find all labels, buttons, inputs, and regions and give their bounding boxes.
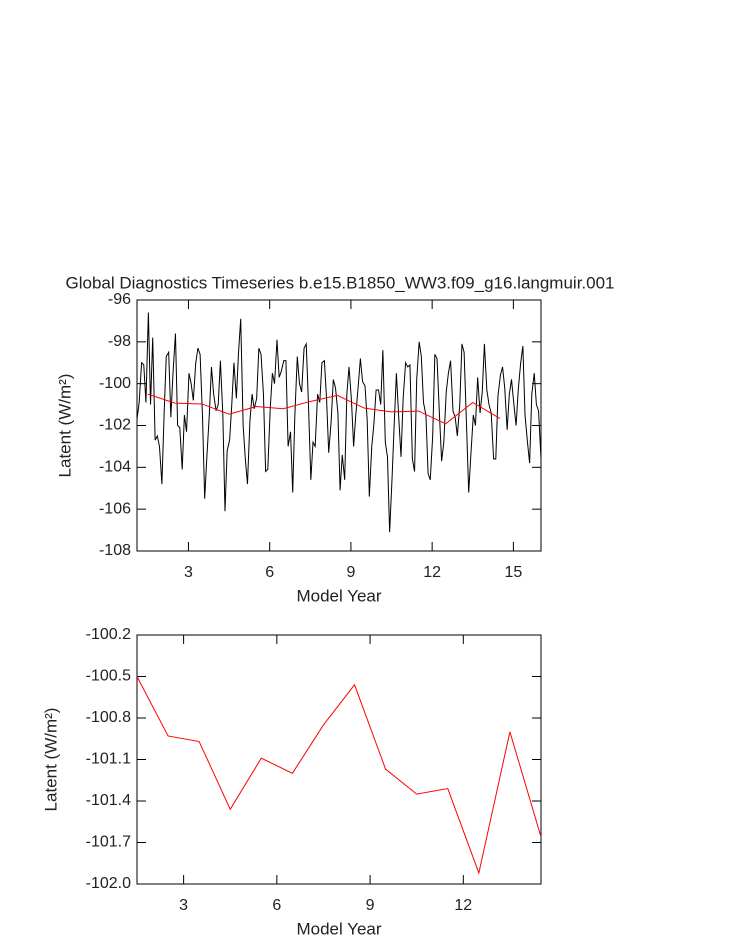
y-tick-label: -102 <box>99 417 131 434</box>
y-tick-label: -106 <box>99 500 131 517</box>
plot-frame <box>136 634 542 885</box>
y-tick-label: -101.7 <box>86 834 131 851</box>
x-tick-label: 6 <box>272 897 281 914</box>
y-axis-label: Latent (W/m²) <box>55 374 74 478</box>
y-tick-label: -100.5 <box>86 668 131 685</box>
y-tick-label: -108 <box>99 542 131 559</box>
x-tick-label: 15 <box>504 564 522 581</box>
y-tick-label: -101.4 <box>86 792 131 809</box>
data-line <box>136 676 542 875</box>
y-tick-label: -100 <box>99 375 131 392</box>
x-tick-label: 12 <box>454 897 472 914</box>
y-tick-label: -96 <box>108 291 131 308</box>
y-tick-label: -98 <box>108 333 131 350</box>
y-tick-label: -102.0 <box>86 875 131 892</box>
plot-frame <box>136 299 542 552</box>
chart-title: Global Diagnostics Timeseries b.e15.B185… <box>65 273 614 292</box>
y-tick-label: -104 <box>99 459 131 476</box>
x-axis-label: Model Year <box>296 919 381 938</box>
x-axis-label: Model Year <box>296 586 381 605</box>
y-tick-label: -101.1 <box>86 751 131 768</box>
y-tick-label: -100.2 <box>86 626 131 643</box>
y-tick-label: -100.8 <box>86 709 131 726</box>
data-line <box>136 312 542 533</box>
x-tick-label: 9 <box>366 897 375 914</box>
x-tick-label: 12 <box>423 564 441 581</box>
x-tick-label: 3 <box>179 897 188 914</box>
data-line <box>147 393 501 425</box>
x-tick-label: 9 <box>346 564 355 581</box>
x-tick-label: 6 <box>265 564 274 581</box>
y-axis-label: Latent (W/m²) <box>41 708 60 812</box>
x-tick-label: 3 <box>184 564 193 581</box>
